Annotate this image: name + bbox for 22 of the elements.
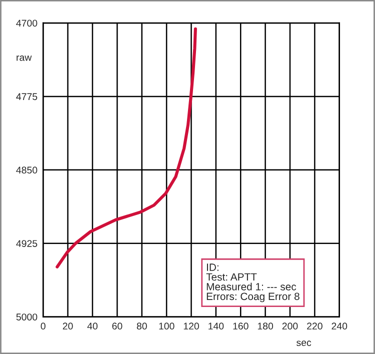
x-tick-label: 220 [307,322,322,330]
y-tick-label: 5000 [16,314,38,320]
x-tick-label: 160 [233,322,248,330]
x-tick-label: 240 [332,322,348,330]
x-tick-label: 0 [40,322,46,330]
y-tick-label: 4700 [16,20,38,27]
x-tick-label: 140 [208,322,224,330]
x-tick-label: 120 [184,322,199,330]
x-tick-label: 40 [87,322,98,330]
x-axis-title: sec [296,340,312,346]
x-tick-label: 80 [136,322,147,330]
x-tick-label: 180 [258,322,274,330]
line-series [56,27,197,268]
annotation: ID: Test: APTT Measured 1: --- sec Errors: Coag Error 8 [206,264,300,302]
y-tick-label: 4850 [16,166,38,174]
y-tick-label: 4925 [16,240,38,247]
x-tick-label: 60 [112,322,122,330]
y-axis-title: raw [16,56,32,61]
x-tick-label: 200 [282,322,298,330]
x-tick-label: 20 [62,322,73,330]
y-tick-label: 4775 [16,93,38,100]
x-tick-label: 100 [159,322,174,330]
